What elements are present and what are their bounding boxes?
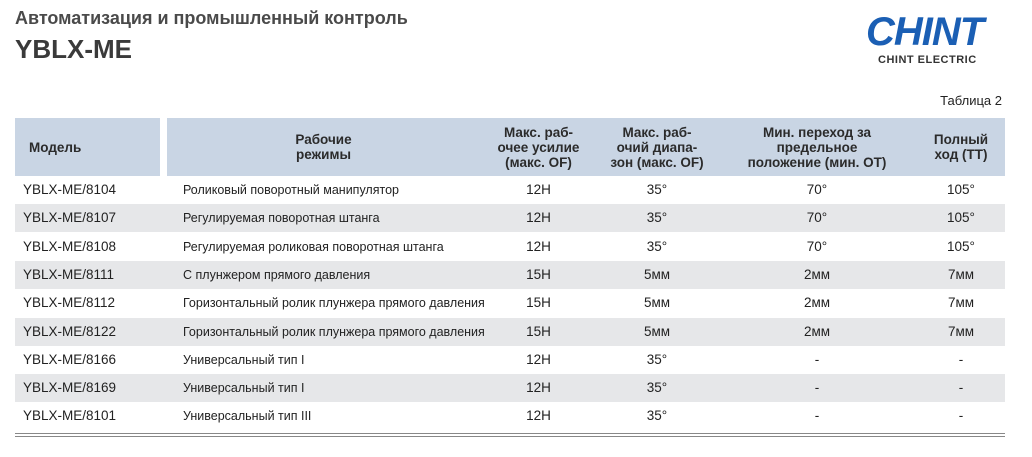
table-cell: YBLX-ME/8112 <box>23 295 116 311</box>
table-cell: - <box>814 351 820 367</box>
table-row: YBLX-ME/8122 Горизонтальный ролик плунжер… <box>15 317 1005 346</box>
table-cell: 2мм <box>803 266 831 282</box>
table-cell: 15H <box>526 295 551 311</box>
header-line: предельное <box>776 139 858 155</box>
table-cell: 105° <box>947 210 975 226</box>
table-cell: YBLX-ME/8111 <box>23 266 115 282</box>
table-rule <box>15 432 1005 434</box>
table-cell: Горизонтальный ролик плунжера прямого да… <box>183 296 485 311</box>
table-cell: - <box>958 408 964 424</box>
table-cell: 105° <box>947 238 975 254</box>
column-header: Макс. раб-очее усилие (макс. OF) <box>480 118 597 176</box>
table-cell: 105° <box>947 182 975 197</box>
table-cell: 7мм <box>947 323 975 339</box>
header-line: Макс. раб- <box>622 124 692 140</box>
table-row: YBLX-ME/8166 Универсальный тип I 12H 35° - - <box>15 345 1005 374</box>
table-cell: 70° <box>806 238 828 254</box>
header-line: Полный <box>933 132 989 147</box>
header-line: зон (макс. OF) <box>610 154 704 170</box>
header-line: Макс. раб- <box>503 124 574 140</box>
table-cell: 15H <box>526 323 551 339</box>
column-header: Полный ход (TT) <box>917 118 1005 176</box>
table-row: YBLX-ME/8107 Регулируемая поворотная штан… <box>15 204 1005 233</box>
table-cell: 35° <box>646 182 668 197</box>
table-cell: - <box>958 351 964 367</box>
table-cell: 35° <box>646 408 668 424</box>
column-header: Мин. переход за предельное положение (мин.… <box>717 118 917 176</box>
header-line: положение (мин. OT) <box>747 154 887 170</box>
header-line: очее усилие <box>497 139 580 155</box>
table-cell: 5мм <box>643 323 671 339</box>
column-header: Макс. раб-очий диапа-зон (макс. OF) <box>597 118 717 176</box>
table-row: YBLX-ME/8108 Регулируемая роликовая повор… <box>15 232 1005 261</box>
subtitle: Автоматизация и промышленный контроль <box>15 8 408 28</box>
table-cell: 2мм <box>803 295 831 311</box>
table-caption: Таблица 2 <box>940 93 1002 108</box>
table-cell: Регулируемая роликовая поворотная штанга <box>183 239 444 254</box>
table-cell: 5мм <box>643 266 671 282</box>
table-cell: 70° <box>806 182 828 197</box>
table-row: YBLX-ME/8169 Универсальный тип I 12H 35° - - <box>15 374 1005 403</box>
column-header: Рабочие режимы <box>167 118 480 176</box>
header-line: (макс. OF) <box>505 154 572 170</box>
column-header: Модель <box>15 118 160 176</box>
table-cell: С плунжером прямого давления <box>183 267 371 282</box>
table-row: YBLX-ME/8101 Универсальный тип III 12H 35° -… <box>15 402 1005 431</box>
table-cell: 12H <box>526 380 551 396</box>
table-cell: YBLX-ME/8122 <box>23 323 117 339</box>
logo-tagline: CHINT ELECTRIC <box>878 54 977 66</box>
table-cell: 2мм <box>803 323 831 339</box>
table-cell: YBLX-ME/8108 <box>23 238 117 254</box>
table-cell: 7мм <box>947 266 975 282</box>
logo: CHINT <box>866 10 984 54</box>
table-cell: YBLX-ME/8101 <box>23 408 117 424</box>
table-cell: YBLX-ME/8107 <box>23 210 117 226</box>
header-line: Мин. переход за <box>762 124 872 140</box>
table-cell: - <box>958 380 964 396</box>
header-line: Рабочие <box>295 132 352 147</box>
table-cell: 7мм <box>947 295 975 311</box>
table-cell: Роликовый поворотный манипулятор <box>183 183 399 197</box>
table-cell: 70° <box>806 210 828 226</box>
table-row: YBLX-ME/8111 С плунжером прямого давления… <box>15 260 1005 289</box>
table-cell: Универсальный тип I <box>183 381 305 396</box>
table-cell: 12H <box>526 238 551 254</box>
table-cell: Универсальный тип I <box>183 352 305 367</box>
table-cell: YBLX-ME/8166 <box>23 351 117 367</box>
table-cell: 12H <box>526 210 551 226</box>
table-cell: 35° <box>646 238 668 254</box>
table-cell: - <box>814 408 820 424</box>
table-cell: Горизонтальный ролик плунжера прямого да… <box>183 324 485 339</box>
table-row: YBLX-ME/8104 Роликовый поворотный манипул… <box>15 176 1005 204</box>
title: YBLX-ME <box>15 34 132 64</box>
table-cell: YBLX-ME/8104 <box>23 182 117 197</box>
header-line: режимы <box>296 147 351 162</box>
table-cell: 12H <box>526 408 551 424</box>
table-cell: YBLX-ME/8169 <box>23 380 117 396</box>
table-cell: 12H <box>526 351 551 367</box>
table-cell: - <box>814 380 820 396</box>
table-cell: 35° <box>646 351 668 367</box>
table-cell: Универсальный тип III <box>183 409 312 424</box>
header-line: очий диапа- <box>616 139 698 155</box>
table-cell: Регулируемая поворотная штанга <box>183 211 380 226</box>
table-cell: 12H <box>526 182 551 197</box>
table-rule <box>15 435 1005 437</box>
table-cell: 5мм <box>643 295 671 311</box>
table-row: YBLX-ME/8112 Горизонтальный ролик плунжер… <box>15 289 1005 318</box>
table-cell: 35° <box>646 380 668 396</box>
table-cell: 35° <box>646 210 668 226</box>
header-line: Модель <box>29 139 82 155</box>
header-line: ход (TT) <box>934 147 988 162</box>
table-cell: 15H <box>526 266 551 282</box>
